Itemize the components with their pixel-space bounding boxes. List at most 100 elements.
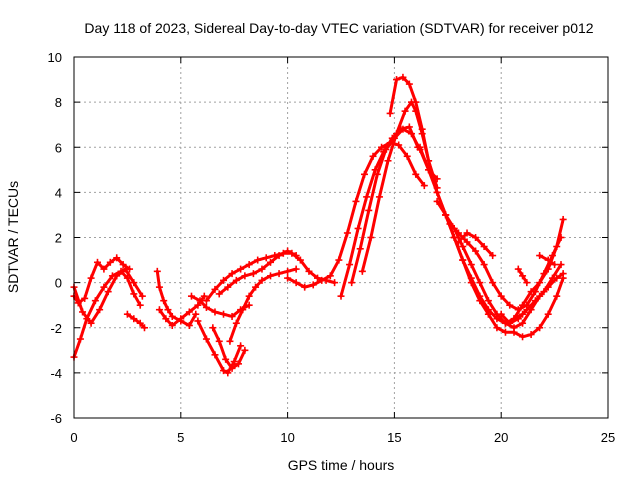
series-trace xyxy=(204,251,337,303)
data-point xyxy=(164,306,172,314)
data-point xyxy=(292,252,300,260)
data-point xyxy=(472,247,480,255)
data-series-track-22 xyxy=(510,215,567,323)
data-point xyxy=(96,306,104,314)
data-point xyxy=(484,297,492,305)
y-tick-labels: -6 -4 -2 0 2 4 6 8 10 xyxy=(48,50,62,426)
y-tick-label: -4 xyxy=(50,366,62,381)
data-point xyxy=(296,256,304,264)
data-point xyxy=(230,358,238,366)
data-point xyxy=(510,324,518,332)
data-point xyxy=(309,281,317,289)
x-tick-label: 5 xyxy=(177,430,184,445)
data-point xyxy=(514,315,522,323)
data-point xyxy=(237,342,245,350)
y-axis-label: SDTVAR / TECUs xyxy=(5,181,21,293)
data-point xyxy=(335,256,343,264)
data-point xyxy=(519,272,527,280)
data-point xyxy=(326,272,334,280)
data-point xyxy=(489,252,497,260)
data-point xyxy=(399,125,407,133)
data-point xyxy=(155,306,163,314)
data-point xyxy=(337,292,345,300)
data-point xyxy=(162,315,170,323)
data-point xyxy=(209,324,217,332)
data-point xyxy=(454,238,462,246)
x-tick-label: 25 xyxy=(601,430,615,445)
data-point xyxy=(254,256,262,264)
data-point xyxy=(393,76,401,84)
data-series-track-7 xyxy=(187,292,253,320)
data-point xyxy=(401,107,409,115)
data-point xyxy=(228,312,236,320)
data-point xyxy=(551,261,559,269)
data-point xyxy=(467,261,475,269)
data-point xyxy=(232,276,240,284)
x-tick-label: 10 xyxy=(280,430,294,445)
data-point xyxy=(318,276,326,284)
data-point xyxy=(352,197,360,205)
data-point xyxy=(202,335,210,343)
data-point xyxy=(113,254,121,262)
data-point xyxy=(553,243,561,251)
data-point xyxy=(382,146,390,154)
data-point xyxy=(241,346,249,354)
data-series-track-12 xyxy=(226,265,300,345)
data-point xyxy=(523,306,531,314)
data-point xyxy=(412,98,420,106)
data-point xyxy=(501,328,509,336)
x-tick-label: 20 xyxy=(494,430,508,445)
data-point xyxy=(123,310,131,318)
data-point xyxy=(228,364,236,372)
data-point xyxy=(275,252,283,260)
data-point xyxy=(519,319,527,327)
data-point xyxy=(467,279,475,287)
data-series-track-6 xyxy=(155,292,208,329)
data-point xyxy=(493,324,501,332)
data-point xyxy=(472,234,480,241)
data-point xyxy=(187,292,195,300)
y-tick-label: 0 xyxy=(55,276,62,291)
series-trace xyxy=(72,256,132,305)
data-point xyxy=(93,258,101,266)
data-point xyxy=(194,301,202,309)
data-point xyxy=(476,297,484,305)
grid xyxy=(74,57,608,418)
data-series-track-11 xyxy=(215,247,300,298)
data-point xyxy=(100,265,108,273)
data-point xyxy=(386,109,394,117)
data-point xyxy=(185,321,193,329)
data-point xyxy=(138,292,146,300)
data-point xyxy=(358,267,366,275)
data-point xyxy=(196,297,204,305)
data-point xyxy=(363,193,371,201)
series-trace xyxy=(125,312,146,330)
data-point xyxy=(527,331,535,339)
data-point xyxy=(559,215,567,223)
y-tick-label: 10 xyxy=(48,50,62,65)
y-tick-label: -2 xyxy=(50,321,62,336)
data-point xyxy=(140,324,148,332)
data-point xyxy=(153,267,161,275)
data-point xyxy=(168,312,176,320)
data-point xyxy=(245,301,253,309)
data-point xyxy=(407,130,415,138)
data-series-track-21 xyxy=(454,229,497,260)
data-point xyxy=(536,324,544,332)
data-point xyxy=(215,290,223,298)
x-tick-labels: 0 5 10 15 20 25 xyxy=(70,430,615,445)
data-point xyxy=(258,265,266,273)
data-point xyxy=(375,193,383,201)
data-point xyxy=(237,265,245,273)
data-point xyxy=(433,197,441,205)
data-point xyxy=(224,369,232,377)
data-point xyxy=(192,310,200,318)
data-point xyxy=(211,285,219,293)
data-point xyxy=(119,261,127,269)
data-point xyxy=(459,256,467,264)
data-series-track-8 xyxy=(194,317,245,377)
data-point xyxy=(130,279,138,287)
data-point xyxy=(314,274,322,282)
data-point xyxy=(245,292,253,300)
